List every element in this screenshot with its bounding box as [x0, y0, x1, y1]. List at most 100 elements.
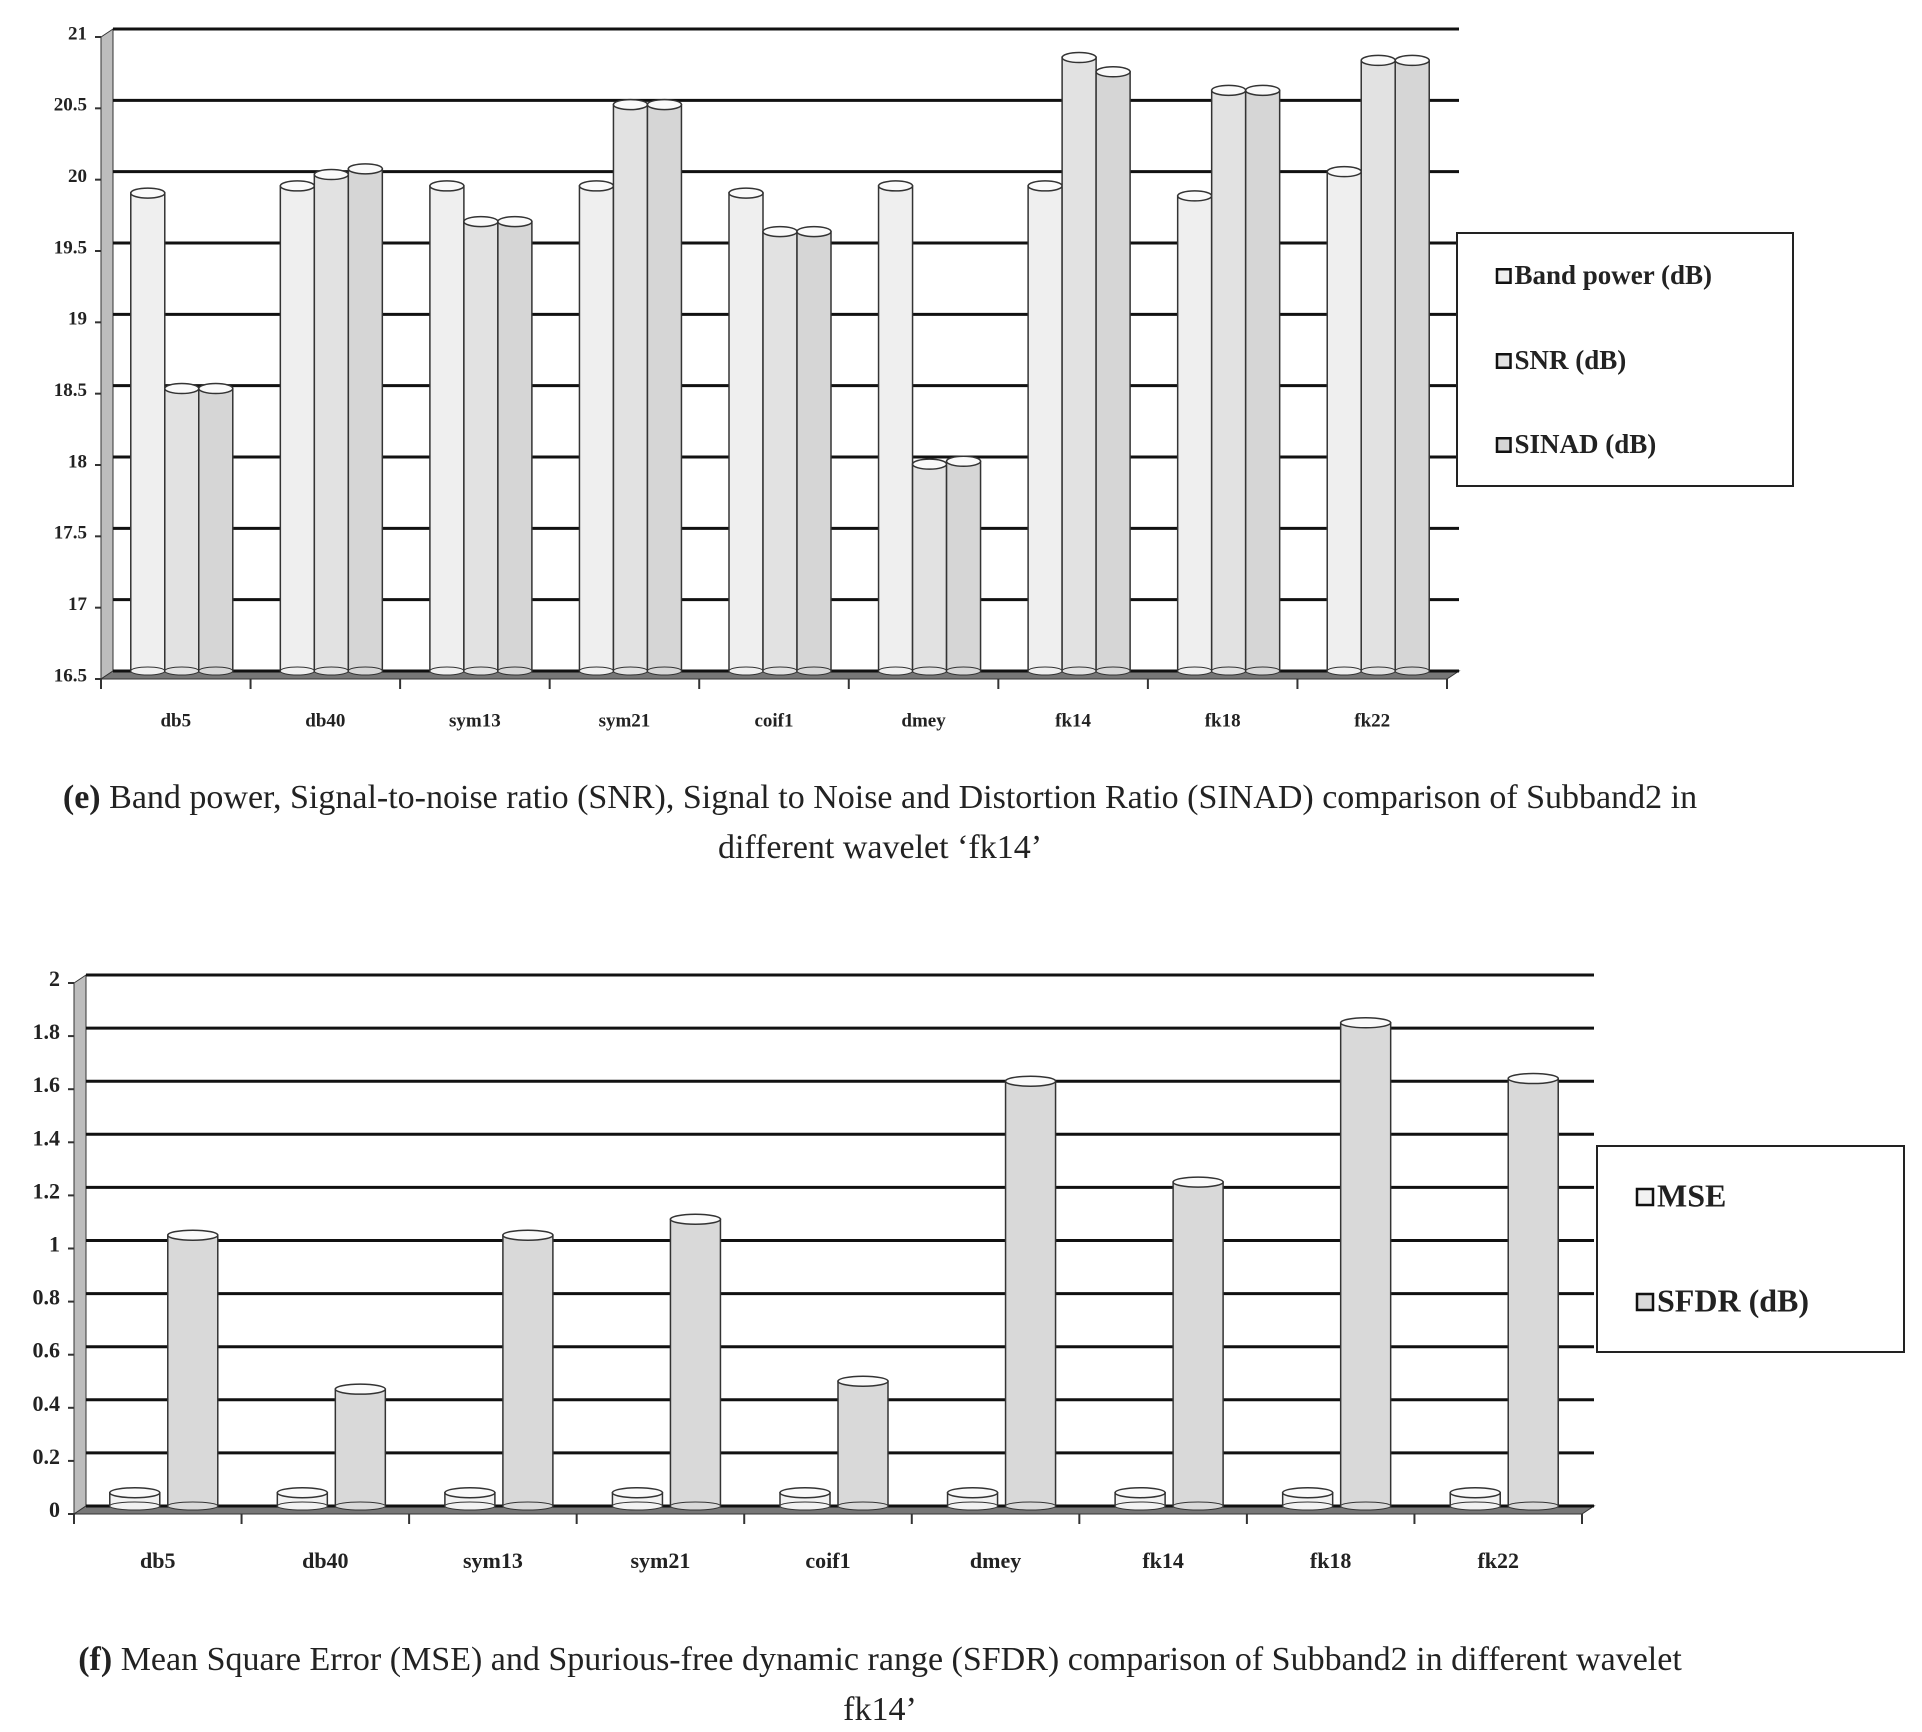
bar-cap	[1339, 1017, 1392, 1029]
bar-cap	[837, 1375, 889, 1387]
bar-base	[429, 666, 465, 676]
x-tick-label: db5	[160, 710, 191, 731]
bar-base	[1340, 1501, 1392, 1511]
bar-base	[912, 666, 948, 676]
bar-cap	[1210, 84, 1247, 97]
y-tick-label: 16.5	[54, 665, 87, 686]
bar-base	[728, 666, 764, 676]
bar-cap	[444, 1486, 496, 1499]
x-tick-label: coif1	[754, 710, 793, 731]
x-tick-label: fk18	[1205, 710, 1241, 731]
y-tick-label: 0.4	[33, 1391, 61, 1416]
bar-base	[947, 1501, 999, 1511]
bar-cap	[1004, 1075, 1057, 1087]
x-tick-label: fk22	[1477, 1548, 1519, 1573]
y-tick-label: 20.5	[54, 95, 87, 116]
bar	[1027, 185, 1063, 672]
bar-cap	[463, 215, 499, 228]
bar-base	[463, 666, 499, 676]
bar-cap	[1061, 51, 1097, 64]
bar-cap	[1507, 1072, 1559, 1085]
bar-base	[130, 666, 166, 676]
legend-marker	[1495, 437, 1512, 453]
bar-base	[1326, 666, 1362, 676]
bar	[347, 168, 384, 672]
bar-base	[1061, 666, 1097, 676]
bar-cap	[347, 163, 384, 175]
bar-base	[1282, 1501, 1334, 1511]
bar-base	[109, 1501, 161, 1511]
bar-base	[1449, 1501, 1501, 1511]
bar	[911, 463, 948, 672]
bar-base	[1027, 666, 1063, 676]
legend-box	[1456, 232, 1794, 487]
legend-box	[1596, 1145, 1905, 1353]
y-tick-label: 17	[68, 594, 88, 615]
bar-base	[276, 1501, 328, 1511]
bar	[429, 185, 465, 672]
bar	[578, 185, 615, 672]
bar	[612, 103, 649, 672]
bar	[1210, 89, 1247, 672]
y-tick-label: 20	[68, 166, 87, 187]
x-tick-label: fk22	[1354, 710, 1390, 731]
bar	[1394, 59, 1430, 672]
bar	[502, 1234, 554, 1507]
bar-base	[1394, 666, 1430, 676]
bar	[646, 103, 683, 672]
y-tick-label: 19.5	[54, 237, 87, 258]
legend-marker	[1495, 268, 1512, 284]
y-tick-label: 1.4	[33, 1125, 61, 1150]
bar-base	[1211, 666, 1247, 676]
bar-base	[167, 1501, 219, 1511]
bar	[1244, 89, 1281, 672]
x-tick-label: dmey	[901, 710, 946, 731]
y-tick-label: 1.2	[33, 1178, 61, 1203]
bar-base	[837, 1501, 889, 1511]
bar	[1061, 56, 1097, 672]
bar-cap	[276, 1486, 329, 1499]
bar-cap	[502, 1229, 554, 1241]
bar-base	[646, 666, 682, 676]
bar-base	[502, 1501, 554, 1511]
bar-cap	[130, 187, 166, 199]
bar-base	[611, 1501, 663, 1511]
bar-cap	[611, 1486, 664, 1499]
bar-base	[1095, 666, 1131, 676]
axis-wall	[100, 28, 114, 680]
bar	[334, 1388, 387, 1507]
bar-base	[444, 1501, 496, 1511]
legend-label: MSE	[1657, 1177, 1726, 1213]
legend-marker	[1635, 1292, 1655, 1312]
caption-label: (f)	[78, 1641, 113, 1678]
bar-cap	[279, 180, 316, 192]
caption-label: (e)	[62, 779, 101, 816]
bar-cap	[728, 187, 764, 199]
x-tick-label: db40	[302, 1548, 348, 1573]
bar-cap	[313, 168, 350, 181]
bar	[1172, 1181, 1224, 1507]
legend-label: Band power (dB)	[1515, 260, 1713, 290]
bar-cap	[167, 1229, 219, 1241]
bar-base	[578, 666, 614, 676]
bar-cap	[1172, 1176, 1224, 1188]
bar-cap	[779, 1486, 831, 1499]
y-tick-label: 0	[49, 1497, 60, 1522]
y-tick-label: 1.6	[33, 1072, 61, 1097]
bar-cap	[1095, 66, 1131, 78]
y-tick-label: 21	[68, 23, 87, 44]
bar-cap	[796, 225, 832, 238]
bar-cap	[1244, 84, 1281, 97]
bar	[1360, 59, 1396, 672]
bar	[1095, 71, 1131, 672]
bar-base	[1177, 666, 1213, 676]
x-tick-label: coif1	[805, 1548, 850, 1573]
bar-base	[1172, 1501, 1224, 1511]
bar-cap	[429, 180, 465, 192]
bar-base	[347, 666, 383, 676]
x-tick-label: dmey	[970, 1548, 1021, 1573]
bar-cap	[669, 1213, 722, 1226]
y-tick-label: 19	[68, 309, 87, 330]
bar-cap	[945, 455, 982, 468]
